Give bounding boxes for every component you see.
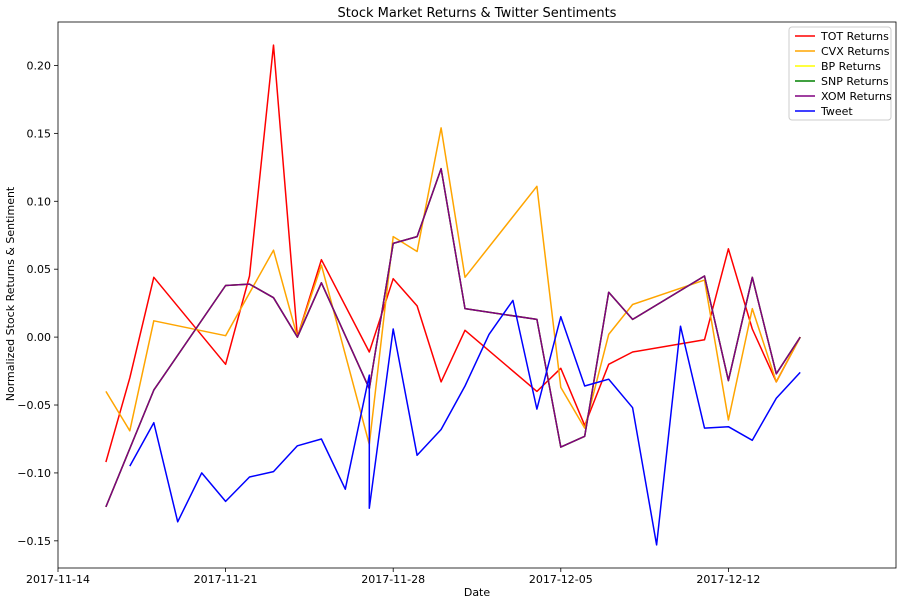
legend-label-xom-returns: XOM Returns	[821, 90, 892, 103]
plot-frame	[57, 21, 897, 569]
y-tick-label: 0.20	[27, 59, 52, 72]
legend: TOT Returns CVX Returns BP Returns SNP Retu…	[788, 26, 892, 121]
chart-title: Stock Market Returns & Twitter Sentiment…	[338, 6, 617, 21]
x-tick-label: 2017-11-21	[194, 573, 258, 586]
plot-lines	[105, 44, 801, 546]
series-line-xom-returns	[105, 167, 801, 508]
series-line-tot-returns	[105, 44, 801, 463]
y-tick-label: 0.05	[27, 263, 52, 276]
y-tick-label: 0.00	[27, 331, 52, 344]
x-tick-label: 2017-11-28	[361, 573, 425, 586]
x-tick-label: 2017-12-12	[696, 573, 760, 586]
axis-ticks: 2017-11-14 2017-11-21 2017-11-28 2017-12-05…	[17, 59, 760, 586]
series-line-bp-returns	[105, 167, 801, 508]
series-line-snp-returns	[105, 167, 801, 508]
x-axis-label: Date	[464, 586, 491, 599]
y-tick-label: 0.15	[27, 127, 52, 140]
legend-label-cvx-returns: CVX Returns	[821, 45, 890, 58]
legend-label-bp-returns: BP Returns	[821, 60, 881, 73]
legend-label-tot-returns: TOT Returns	[820, 30, 889, 43]
legend-label-snp-returns: SNP Returns	[821, 75, 889, 88]
legend-label-tweet: Tweet	[820, 105, 853, 118]
y-tick-label: −0.05	[17, 399, 51, 412]
y-tick-label: 0.10	[27, 195, 52, 208]
series-line-tweet	[129, 299, 801, 546]
x-tick-label: 2017-12-05	[529, 573, 593, 586]
x-tick-label: 2017-11-14	[26, 573, 90, 586]
y-tick-label: −0.10	[17, 467, 51, 480]
series-line-cvx-returns	[105, 127, 801, 446]
y-axis-label: Normalized Stock Returns & Sentiment	[4, 186, 17, 401]
y-tick-label: −0.15	[17, 535, 51, 548]
